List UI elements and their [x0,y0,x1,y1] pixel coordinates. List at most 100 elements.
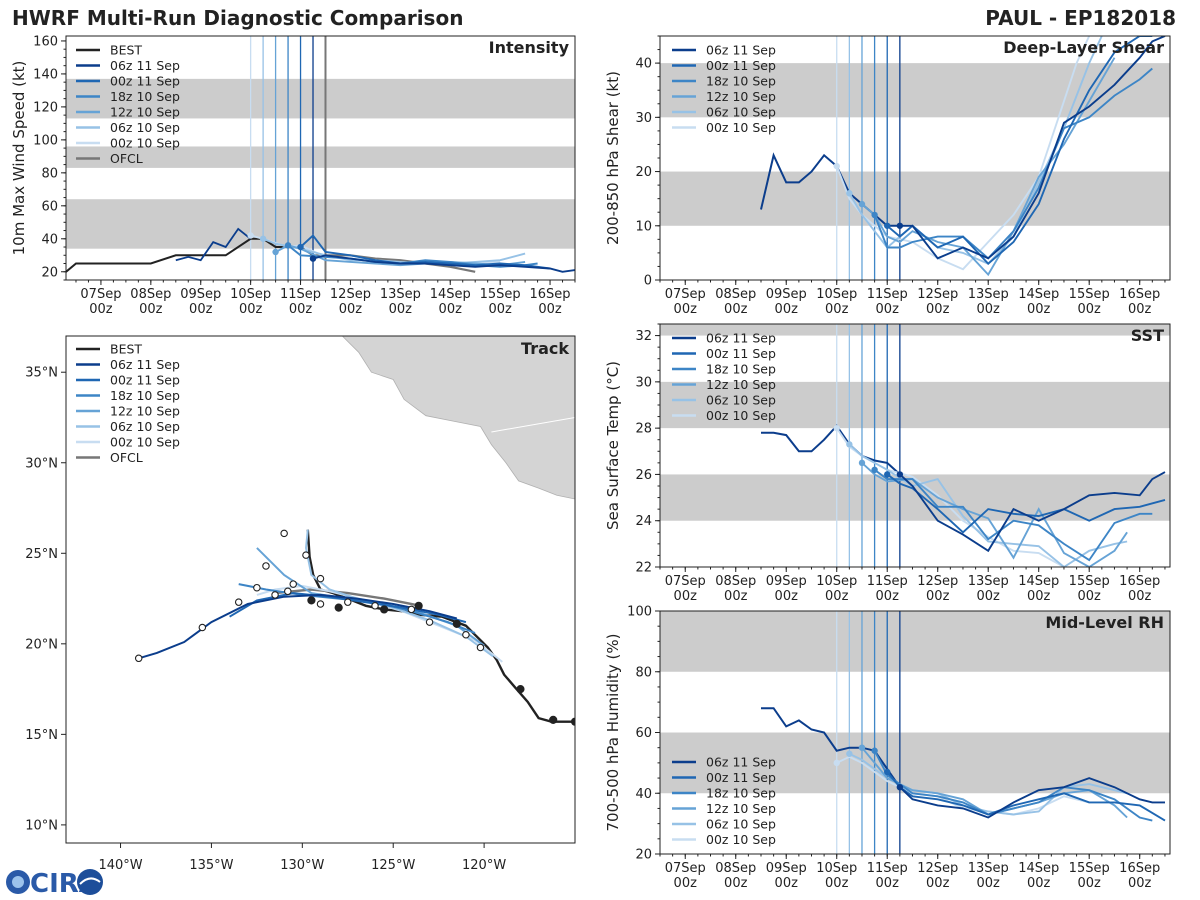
track-lat-label-5: 35°N [25,366,58,381]
track-forecast-point-15 [284,587,292,596]
sst-xtick-date-8: 15Sep [1069,574,1110,589]
intensity-ytick-label-4: 100 [33,133,58,148]
shear-band-0 [660,171,1170,226]
track-legend-label-3: 18z 10 Sep [110,388,180,403]
intensity-legend-label-5: 06z 10 Sep [110,120,180,135]
shear-run-start-marker-2 [871,211,878,219]
track-forecast-point-8 [407,605,416,614]
track-best-point-5 [380,605,389,614]
sst-plot-area [660,324,1170,567]
sst-ytick-label-2: 26 [635,468,652,483]
rh-ytick-label-4: 100 [627,605,652,620]
sst-legend-label-1: 00z 11 Sep [706,346,776,361]
intensity-ytick-label-1: 40 [41,232,58,247]
intensity-xtick-date-5: 12Sep [330,287,371,302]
intensity-ytick-label-2: 60 [41,199,58,214]
intensity-run-start-marker-4 [259,235,267,242]
sst-run-line-2 [874,469,1153,562]
track-lon-label-3: 125°W [371,858,415,873]
sst-xtick-hour-3: 00z [825,589,849,604]
shear-run-start-marker-1 [884,222,891,229]
intensity-xtick-hour-0: 00z [89,302,113,317]
intensity-xtick-hour-4: 00z [289,302,313,317]
sst-legend-label-5: 00z 10 Sep [706,408,776,423]
intensity-band-2 [66,78,575,119]
intensity-xtick-date-2: 09Sep [180,287,221,302]
sst-legend-label-0: 06z 11 Sep [706,331,776,346]
sst-xtick-date-0: 07Sep [665,574,706,589]
intensity-xtick-hour-1: 00z [139,302,163,317]
sst-xtick-hour-9: 00z [1128,589,1152,604]
intensity-panel: 2040608010012014016007Sep00z08Sep00z09Se… [10,34,576,317]
intensity-band-0 [66,199,575,249]
rh-y-axis-label: 700-500 hPa Humidity (%) [604,633,622,831]
satellite-swoosh [79,877,101,885]
sst-run-start-marker-1 [884,471,891,478]
sst-ytick-label-4: 30 [635,375,652,390]
shear-xtick-date-7: 14Sep [1018,287,1059,302]
rh-xtick-hour-6: 00z [977,876,1001,891]
intensity-xtick-hour-8: 00z [488,302,512,317]
track-forecast-point-12 [302,551,310,559]
intensity-run-start-marker-1 [297,243,304,251]
shear-xtick-date-8: 15Sep [1069,287,1110,302]
rh-run-start-marker-2 [871,747,878,754]
intensity-run-start-marker-2 [284,242,292,249]
track-plot-area [66,336,575,843]
shear-xtick-date-6: 13Sep [968,287,1009,302]
shear-xtick-hour-6: 00z [977,302,1001,317]
rh-run-line-1 [886,771,1166,822]
intensity-ytick-label-3: 80 [41,166,58,181]
sst-run-line-3 [861,462,1128,567]
track-lon-label-0: 140°W [98,858,142,873]
track-run-line-0 [138,593,458,660]
intensity-xtick-date-8: 15Sep [480,287,521,302]
intensity-xtick-date-6: 13Sep [380,287,421,302]
sst-xtick-hour-2: 00z [775,589,799,604]
rh-panel: 2040608010007Sep00z08Sep00z09Sep00z10Sep… [604,605,1171,891]
intensity-xtick-date-9: 16Sep [530,287,571,302]
shear-xtick-hour-2: 00z [775,302,799,317]
track-legend-label-4: 12z 10 Sep [110,404,180,419]
track-best-point-7 [307,596,316,605]
intensity-xtick-date-1: 08Sep [130,287,171,302]
rh-xtick-date-6: 13Sep [968,861,1009,876]
intensity-xtick-date-3: 10Sep [230,287,271,302]
shear-run-start-marker-4 [846,190,853,197]
intensity-ytick-label-5: 120 [33,100,58,115]
track-forecast-point-10 [462,631,470,639]
sst-xtick-hour-1: 00z [724,589,748,604]
rh-xtick-date-2: 09Sep [766,861,807,876]
rh-legend-label-0: 06z 11 Sep [706,755,776,770]
intensity-band-1 [66,146,575,168]
track-lat-label-3: 25°N [25,547,58,562]
track-lon-label-1: 135°W [189,858,233,873]
track-forecast-point-11 [476,643,485,652]
rh-band-1 [660,611,1170,672]
intensity-legend-label-7: OFCL [110,151,143,166]
cira-logo: CIRA [6,869,103,899]
sst-legend-label-3: 12z 10 Sep [706,377,776,392]
sst-y-axis-label: Sea Surface Temp (°C) [604,361,622,530]
sst-ytick-label-5: 32 [635,329,652,344]
intensity-xtick-date-4: 11Sep [280,287,321,302]
intensity-xtick-hour-9: 00z [538,302,562,317]
intensity-early-run-line [175,227,252,262]
rh-legend-label-2: 18z 10 Sep [706,786,776,801]
sst-run-line-4 [848,443,1128,567]
track-forecast-point-13 [280,529,288,538]
shear-xtick-date-0: 07Sep [665,287,706,302]
sst-run-line-0 [899,471,1166,553]
rh-plot-area [660,611,1170,854]
shear-xtick-hour-5: 00z [926,302,950,317]
shear-legend-label-5: 00z 10 Sep [706,120,776,135]
sst-xtick-date-6: 13Sep [968,574,1009,589]
sst-run-start-marker-0 [896,471,904,478]
rh-xtick-date-1: 08Sep [715,861,756,876]
shear-xtick-hour-1: 00z [724,302,748,317]
rh-xtick-hour-1: 00z [724,876,748,891]
track-forecast-point-0 [134,654,143,663]
rh-xtick-hour-4: 00z [876,876,900,891]
